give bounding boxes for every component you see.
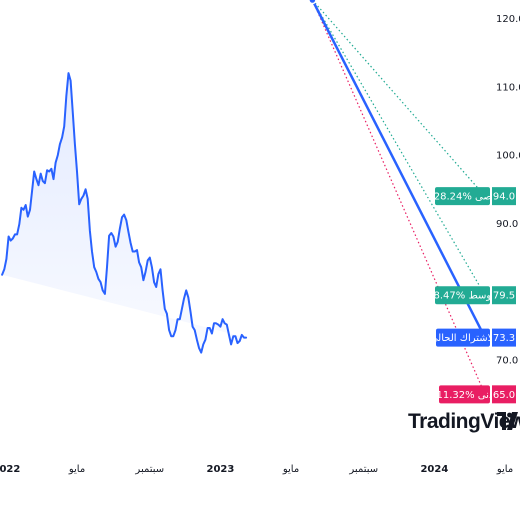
y-tick-label-3: 90.0 (496, 219, 518, 230)
forecast-average-pct: +8.47% متوسط (425, 291, 500, 302)
x-tick-label-3: 2023 (206, 464, 234, 475)
y-axis-ticks: 120.0 110.0 100.0 90.0 70.0 (496, 14, 520, 367)
x-tick-label-4: مايو (282, 464, 299, 475)
forecast-low-value-box (492, 385, 516, 404)
forecast-low-value: 65.0 (493, 390, 515, 401)
current-price-text: الاشتراك الحالي (430, 333, 496, 344)
forecast-average-value-box (492, 286, 516, 305)
forecast-low-pct: -11.32% أدنى (433, 388, 496, 401)
last-price-point (308, 0, 317, 5)
x-tick-label-0: 2022 (0, 464, 20, 475)
forecast-high-value-box (492, 187, 516, 206)
forecast-average-line (311, 0, 486, 296)
tradingview-logo[interactable]: TradingView (408, 408, 520, 440)
forecast-average-value: 79.5 (493, 291, 515, 302)
forecast-average-pct-box (435, 286, 490, 305)
x-tick-label-2: سبتمبر (134, 464, 164, 475)
forecast-high-tag: +28.24% أقصى 94.0 (425, 187, 516, 206)
tradingview-logo-text: TradingView (408, 410, 520, 433)
x-axis-ticks: 2022 مايو سبتمبر 2023 مايو سبتمبر 2024 مايو (0, 464, 513, 475)
y-tick-label-4: 70.0 (496, 356, 518, 367)
current-price-line (311, 0, 487, 339)
current-price-value-box (492, 328, 516, 347)
price-series-line (1, 72, 248, 354)
current-price-text-box (436, 328, 490, 347)
price-area-fill (2, 73, 247, 353)
y-tick-label-1: 110.0 (496, 82, 520, 93)
current-price-tag: الاشتراك الحالي 73.3 (430, 328, 516, 347)
y-tick-label-2: 100.0 (496, 151, 520, 162)
forecast-high-pct: +28.24% أقصى (425, 190, 499, 203)
forecast-low-tag: -11.32% أدنى 65.0 (433, 385, 516, 404)
forecast-low-pct-box (439, 385, 490, 404)
x-tick-label-1: مايو (68, 464, 85, 475)
x-tick-label-7: مايو (496, 464, 513, 475)
x-tick-label-5: سبتمبر (348, 464, 378, 475)
current-price-value: 73.3 (493, 333, 515, 344)
x-tick-label-6: 2024 (420, 464, 448, 475)
forecast-high-value: 94.0 (493, 192, 515, 203)
forecast-average-tag: +8.47% متوسط 79.5 (425, 286, 516, 305)
tradingview-mark-icon (497, 412, 518, 430)
y-tick-label-0: 120.0 (496, 14, 520, 25)
forecast-high-pct-box (435, 187, 490, 206)
